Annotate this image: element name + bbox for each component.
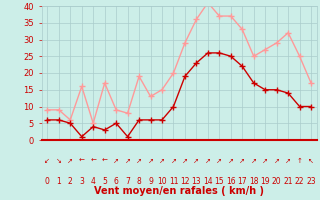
Text: ↗: ↗ — [285, 158, 291, 164]
Text: 4: 4 — [91, 178, 96, 186]
Text: ↗: ↗ — [67, 158, 73, 164]
Text: 14: 14 — [203, 178, 213, 186]
Text: ↗: ↗ — [205, 158, 211, 164]
Text: ↗: ↗ — [136, 158, 142, 164]
Text: 3: 3 — [79, 178, 84, 186]
Text: ↗: ↗ — [216, 158, 222, 164]
Text: Vent moyen/en rafales ( km/h ): Vent moyen/en rafales ( km/h ) — [94, 186, 264, 196]
Text: 7: 7 — [125, 178, 130, 186]
Text: 21: 21 — [284, 178, 293, 186]
Text: 20: 20 — [272, 178, 282, 186]
Text: 15: 15 — [214, 178, 224, 186]
Text: ←: ← — [90, 158, 96, 164]
Text: ←: ← — [102, 158, 108, 164]
Text: 12: 12 — [180, 178, 190, 186]
Text: ↗: ↗ — [171, 158, 176, 164]
Text: ↗: ↗ — [148, 158, 154, 164]
Text: 11: 11 — [169, 178, 178, 186]
Text: ↗: ↗ — [262, 158, 268, 164]
Text: ↗: ↗ — [159, 158, 165, 164]
Text: 2: 2 — [68, 178, 73, 186]
Text: 19: 19 — [260, 178, 270, 186]
Text: 13: 13 — [192, 178, 201, 186]
Text: 8: 8 — [137, 178, 141, 186]
Text: ↑: ↑ — [297, 158, 302, 164]
Text: 17: 17 — [237, 178, 247, 186]
Text: ←: ← — [79, 158, 85, 164]
Text: 23: 23 — [306, 178, 316, 186]
Text: ↗: ↗ — [251, 158, 257, 164]
Text: 10: 10 — [157, 178, 167, 186]
Text: ↗: ↗ — [239, 158, 245, 164]
Text: ↘: ↘ — [56, 158, 62, 164]
Text: ↗: ↗ — [125, 158, 131, 164]
Text: 18: 18 — [249, 178, 259, 186]
Text: ↗: ↗ — [182, 158, 188, 164]
Text: 6: 6 — [114, 178, 119, 186]
Text: 0: 0 — [45, 178, 50, 186]
Text: 1: 1 — [56, 178, 61, 186]
Text: ↙: ↙ — [44, 158, 50, 164]
Text: ↗: ↗ — [194, 158, 199, 164]
Text: ↗: ↗ — [228, 158, 234, 164]
Text: 5: 5 — [102, 178, 107, 186]
Text: 16: 16 — [226, 178, 236, 186]
Text: 22: 22 — [295, 178, 304, 186]
Text: 9: 9 — [148, 178, 153, 186]
Text: ↗: ↗ — [274, 158, 280, 164]
Text: ↗: ↗ — [113, 158, 119, 164]
Text: ↖: ↖ — [308, 158, 314, 164]
